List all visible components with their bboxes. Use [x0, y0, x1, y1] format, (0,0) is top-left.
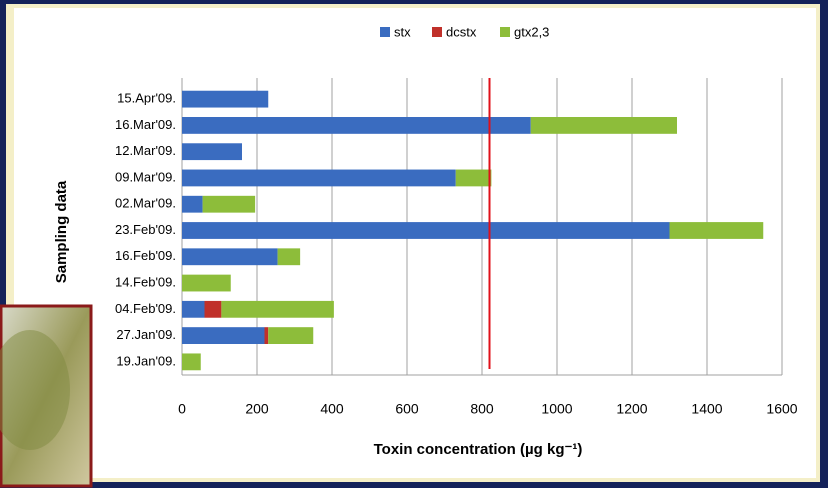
- y-tick-label: 23.Feb'09.: [115, 222, 176, 237]
- bar-segment: [268, 327, 314, 344]
- bar-segment: [277, 248, 301, 266]
- bar-segment: [182, 274, 231, 292]
- bar-segment: [182, 353, 201, 371]
- legend-swatch: [432, 27, 442, 37]
- bar-segment: [182, 143, 242, 161]
- bar-segment: [202, 195, 256, 213]
- bar-segment: [455, 169, 492, 187]
- legend-label: stx: [394, 24, 411, 39]
- photo-cell: [0, 330, 70, 450]
- x-axis-title: Toxin concentration (µg kg⁻¹): [374, 441, 583, 458]
- x-tick-label: 1200: [616, 401, 647, 417]
- y-tick-label: 16.Mar'09.: [115, 117, 176, 132]
- legend-label: dcstx: [446, 24, 477, 39]
- x-tick-label: 0: [178, 401, 186, 417]
- legend-swatch: [380, 27, 390, 37]
- y-tick-label: 27.Jan'09.: [116, 327, 176, 342]
- x-tick-label: 200: [245, 401, 269, 417]
- x-tick-label: 800: [470, 401, 494, 417]
- legend-label: gtx2,3: [514, 24, 549, 39]
- x-tick-label: 600: [395, 401, 419, 417]
- y-axis-title: Sampling data: [53, 180, 70, 283]
- bar-segment: [530, 117, 677, 134]
- bar-segment: [669, 222, 764, 239]
- y-tick-label: 04.Feb'09.: [115, 301, 176, 316]
- panel: [14, 8, 816, 478]
- legend-swatch: [500, 27, 510, 37]
- bar-segment: [182, 90, 269, 108]
- y-tick-label: 19.Jan'09.: [116, 353, 176, 368]
- bar-segment: [182, 300, 205, 318]
- bar-segment: [182, 117, 531, 134]
- bar-segment: [182, 222, 670, 239]
- x-tick-label: 1600: [766, 401, 797, 417]
- bar-segment: [182, 248, 278, 266]
- y-tick-label: 09.Mar'09.: [115, 169, 176, 184]
- bar-segment: [182, 327, 265, 344]
- y-tick-label: 02.Mar'09.: [115, 196, 176, 211]
- y-tick-label: 15.Apr'09.: [117, 91, 176, 106]
- bar-segment: [204, 300, 222, 318]
- x-tick-label: 400: [320, 401, 344, 417]
- bar-segment: [221, 300, 334, 318]
- y-tick-label: 16.Feb'09.: [115, 248, 176, 263]
- y-tick-label: 14.Feb'09.: [115, 274, 176, 289]
- bar-segment: [182, 169, 456, 187]
- x-tick-label: 1000: [541, 401, 572, 417]
- bar-segment: [182, 195, 203, 213]
- x-tick-label: 1400: [691, 401, 722, 417]
- y-tick-label: 12.Mar'09.: [115, 143, 176, 158]
- bar-segment: [264, 327, 269, 344]
